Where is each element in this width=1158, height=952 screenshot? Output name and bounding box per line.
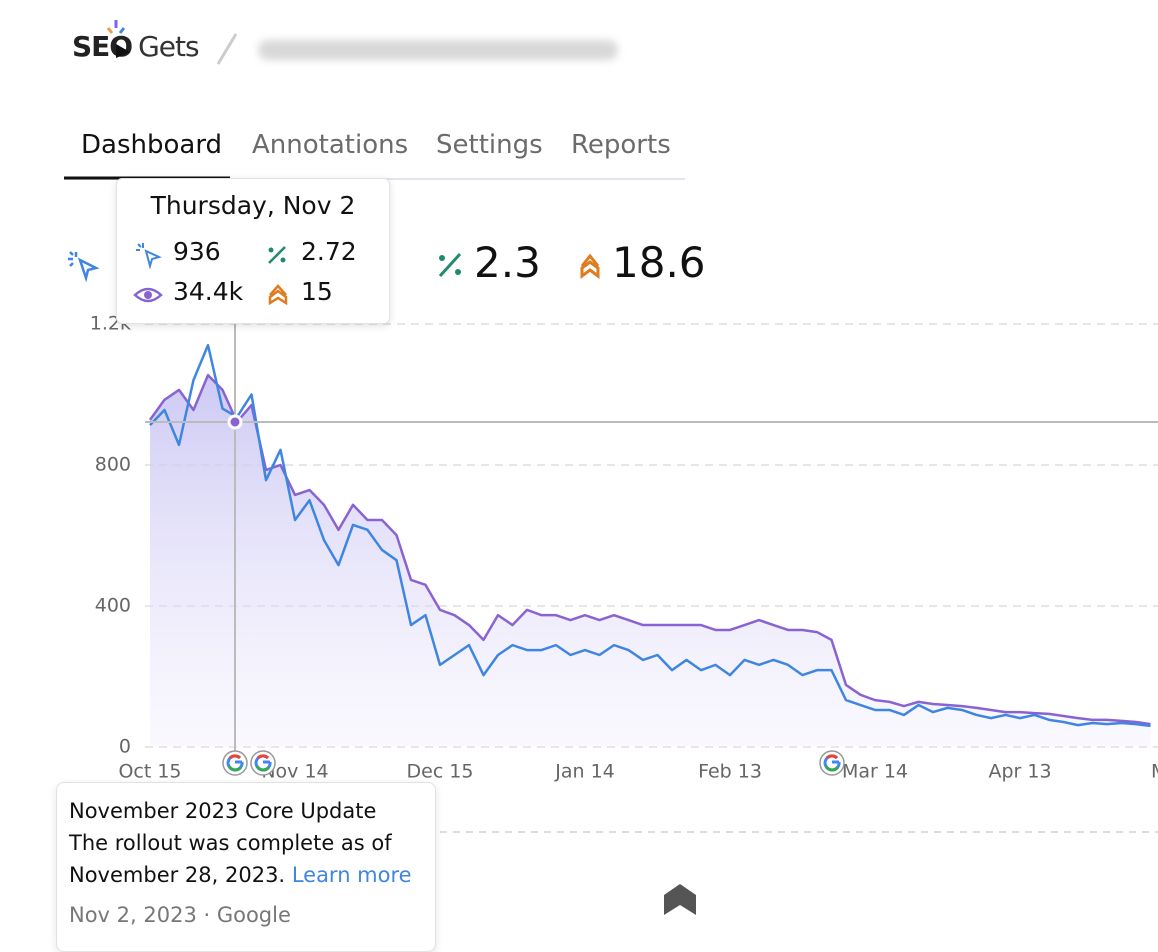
tab[interactable]: Annotations xyxy=(252,130,409,160)
x-tick-label: Nov 14 xyxy=(261,761,328,783)
annotation-body: The rollout was complete as of November … xyxy=(69,831,392,887)
clicks-icon xyxy=(68,251,100,283)
y-tick-label: 800 xyxy=(95,454,131,476)
x-tick-label: Jan 14 xyxy=(554,761,615,783)
x-tick-label: Oct 15 xyxy=(118,761,181,783)
marker-g-red xyxy=(228,754,242,760)
tooltip-position: 15 xyxy=(301,277,333,306)
line xyxy=(148,373,1151,726)
marker-g-green xyxy=(824,765,840,772)
x-tick-label: Ma xyxy=(1151,761,1158,783)
annotation-link[interactable]: Learn more xyxy=(291,863,412,887)
ctr-icon xyxy=(438,252,462,278)
tooltip: Thursday, Nov 2 936 2.72 34.4k 15 xyxy=(116,178,390,324)
x-tick-label: Mar 14 xyxy=(842,761,908,783)
marker-g-red xyxy=(825,754,839,760)
y-tick-label: 400 xyxy=(95,595,131,617)
marker-g-green xyxy=(255,765,271,772)
scroll-icon[interactable] xyxy=(664,884,696,915)
position-icon xyxy=(268,284,288,306)
x-tick-label: Apr 13 xyxy=(988,761,1051,783)
marker-g-green xyxy=(227,765,243,772)
logo[interactable]: SEO Gets xyxy=(72,30,200,63)
line xyxy=(149,343,1151,728)
position-icon xyxy=(580,253,600,279)
y-tick-label: 0 xyxy=(119,736,131,758)
area xyxy=(150,375,1151,747)
tab[interactable]: Settings xyxy=(436,130,543,160)
tab[interactable]: Dashboard xyxy=(81,130,223,160)
metric-value: 18.6 xyxy=(612,238,706,287)
x-tick-label: Feb 13 xyxy=(698,761,762,783)
tooltip-ctr: 2.72 xyxy=(301,237,357,266)
logo-icon xyxy=(106,20,130,58)
x-tick-label: Dec 15 xyxy=(407,761,474,783)
annotation-marker[interactable] xyxy=(819,750,845,776)
tooltip-impressions: 34.4k xyxy=(173,277,244,306)
marker-g-red xyxy=(256,754,270,760)
annotation-marker[interactable] xyxy=(250,750,276,776)
tab[interactable]: Reports xyxy=(571,130,671,160)
annotation-title: November 2023 Core Update xyxy=(69,799,377,823)
impressions-icon xyxy=(133,287,163,303)
tooltip-title: Thursday, Nov 2 xyxy=(150,191,356,220)
metric-value: 2.3 xyxy=(474,238,541,287)
hover-dot xyxy=(227,414,243,430)
annotation-text: The rollout was complete as of November … xyxy=(69,827,423,891)
annotation-popup: November 2023 Core Update The rollout wa… xyxy=(56,782,436,952)
tooltip-clicks: 936 xyxy=(173,237,221,266)
logo-seo: SEO xyxy=(72,30,133,63)
url-blur xyxy=(216,33,618,65)
ctr-icon xyxy=(268,246,286,264)
clicks-icon xyxy=(136,243,162,269)
annotation-marker[interactable] xyxy=(222,750,248,776)
annotation-meta: Nov 2, 2023 · Google xyxy=(69,903,291,927)
logo-gets: Gets xyxy=(138,30,199,63)
